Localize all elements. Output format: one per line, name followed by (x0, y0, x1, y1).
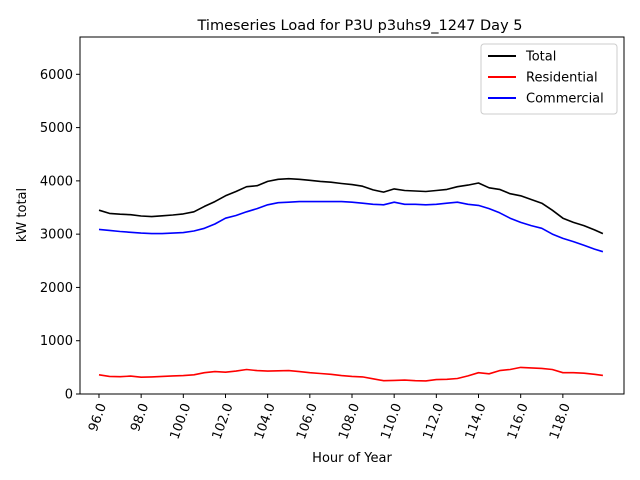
legend: Total Residential Commercial (480, 43, 618, 115)
legend-label-total: Total (525, 50, 556, 65)
legend-box (480, 43, 618, 115)
legend-label-commercial: Commercial (526, 92, 604, 107)
y-tick-label: 2000 (40, 281, 73, 296)
y-tick-label: 0 (65, 388, 73, 403)
y-tick-label: 3000 (40, 228, 73, 243)
chart-title: Timeseries Load for P3U p3uhs9_1247 Day … (197, 18, 523, 34)
y-tick-label: 1000 (40, 334, 73, 349)
x-axis-label: Hour of Year (312, 451, 392, 466)
y-tick-label: 5000 (40, 121, 73, 136)
y-axis: 0 1000 2000 3000 4000 5000 6000 (40, 68, 80, 403)
y-tick-label: 4000 (40, 174, 73, 189)
series-line-total (98, 177, 604, 235)
series-line-residential (98, 366, 604, 382)
series-line-commercial (98, 200, 604, 253)
y-tick-label: 6000 (40, 68, 73, 83)
y-axis-label: kW total (15, 188, 30, 242)
series-layer (98, 177, 604, 382)
legend-label-residential: Residential (526, 71, 598, 86)
